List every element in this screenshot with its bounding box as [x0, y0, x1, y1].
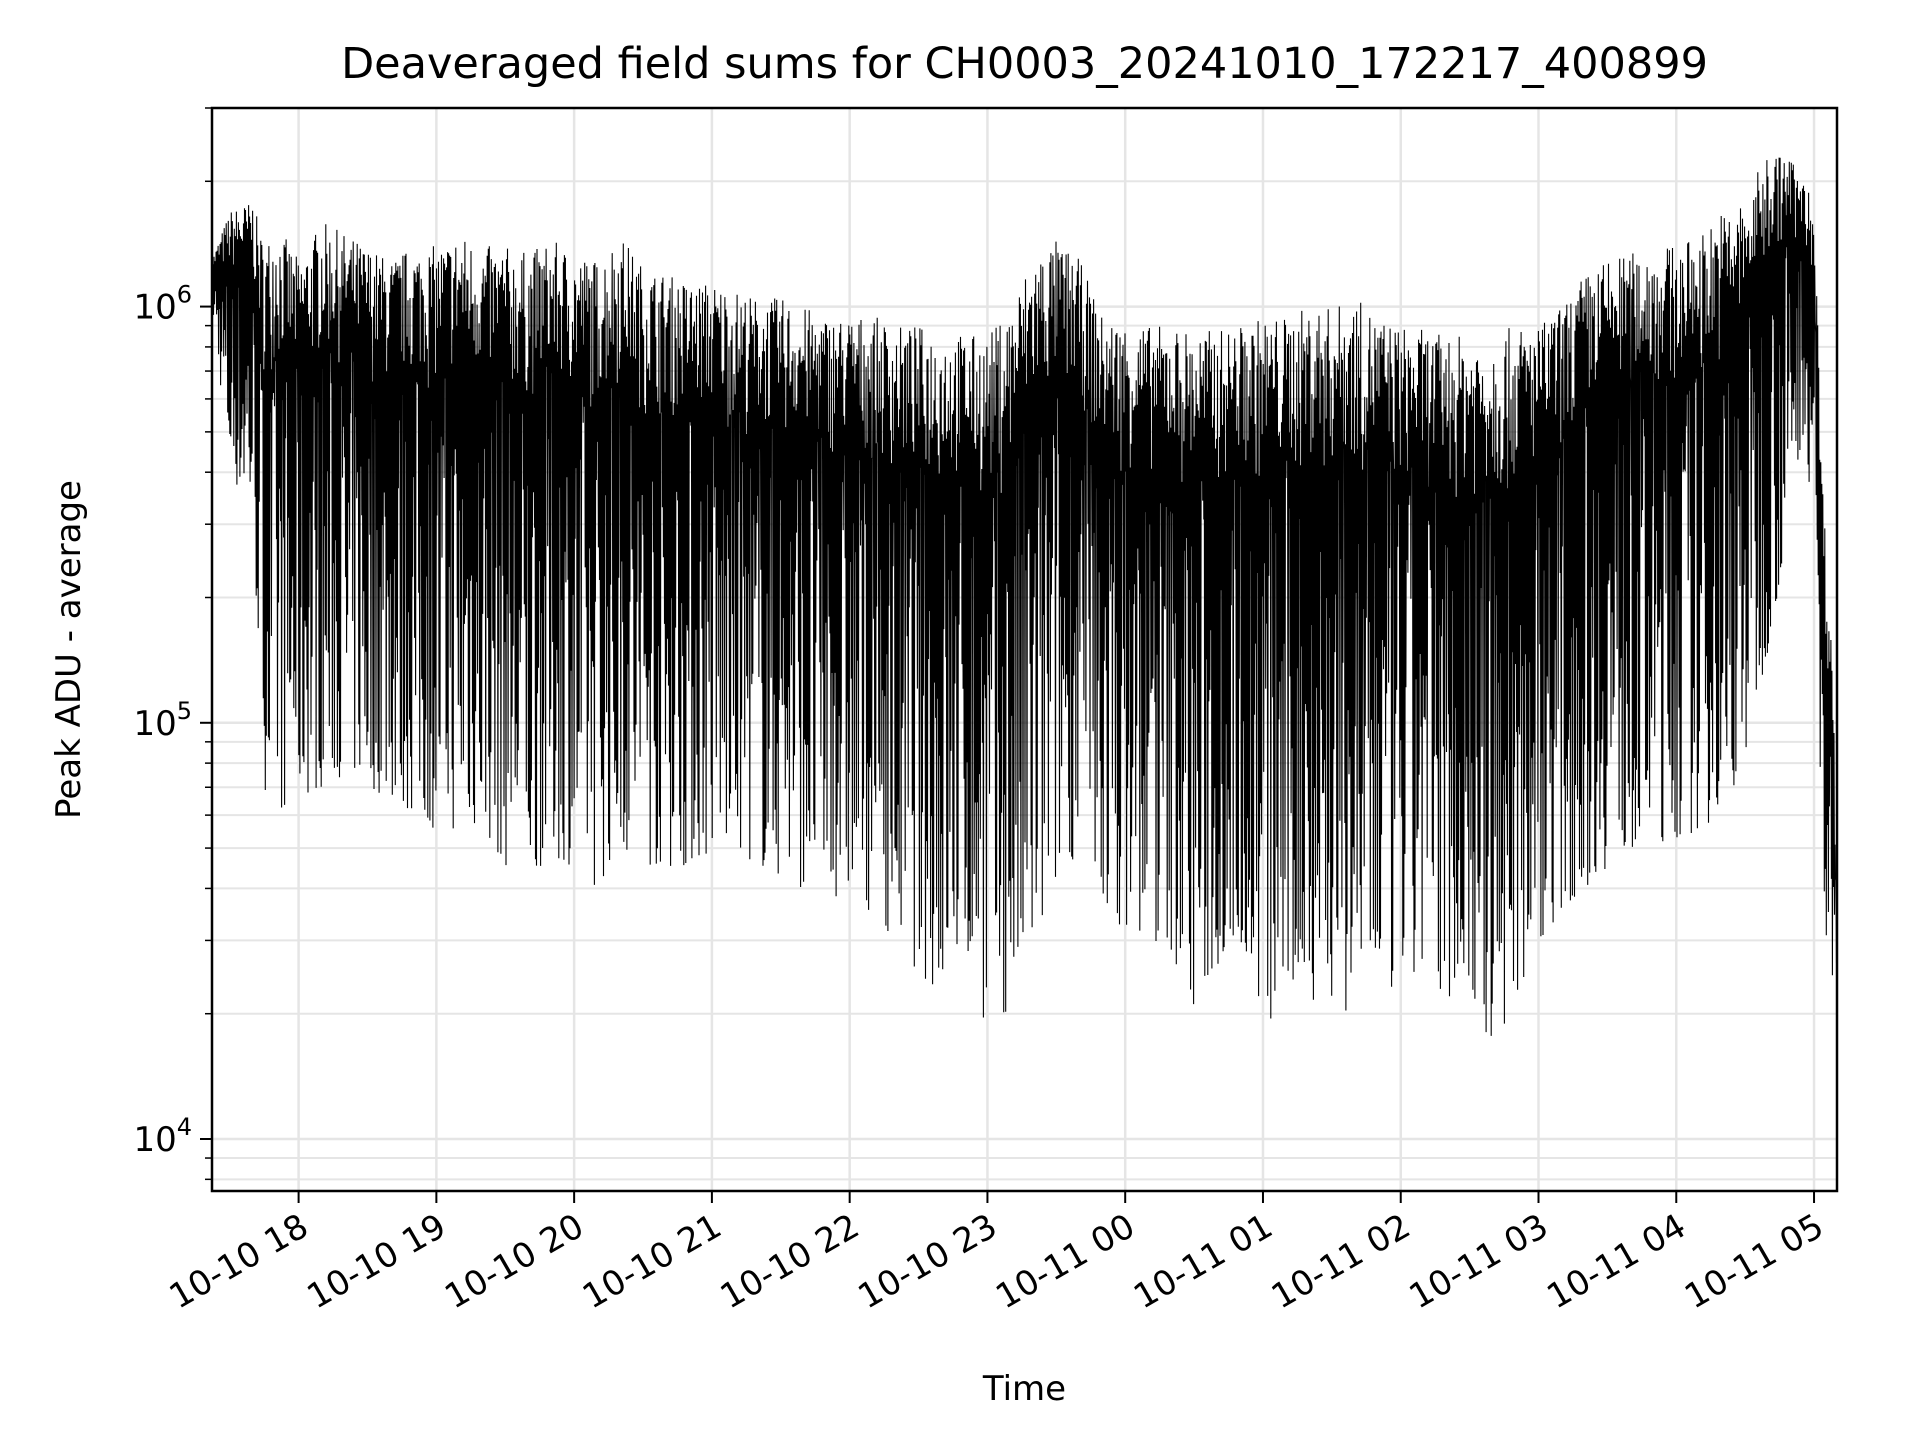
x-axis-label: Time [982, 1369, 1066, 1409]
x-tick-label: 10-11 00 [989, 1206, 1141, 1317]
x-tick-label: 10-11 05 [1678, 1206, 1830, 1317]
x-tick-label: 10-10 19 [300, 1206, 452, 1317]
x-tick-label: 10-11 04 [1540, 1206, 1692, 1317]
plot-area-frame [210, 106, 1839, 1193]
y-tick-label: 105 [133, 697, 192, 744]
chart-title: Deaveraged field sums for CH0003_2024101… [341, 39, 1708, 89]
x-tick-label: 10-10 18 [163, 1206, 315, 1317]
data-series-line [211, 157, 1838, 1036]
x-tick-label: 10-11 03 [1403, 1206, 1555, 1317]
series-trace [211, 157, 1838, 1036]
x-tick-label: 10-10 20 [438, 1206, 590, 1317]
y-tick-label: 104 [133, 1113, 192, 1160]
y-axis-label: Peak ADU - average [49, 480, 89, 819]
x-tick-label: 10-10 23 [852, 1206, 1004, 1317]
x-tick-label: 10-11 02 [1265, 1206, 1417, 1317]
x-tick-label: 10-10 22 [714, 1206, 866, 1317]
x-tick-label: 10-11 01 [1127, 1206, 1279, 1317]
y-tick-label: 106 [133, 281, 192, 328]
x-tick-label: 10-10 21 [576, 1206, 728, 1317]
